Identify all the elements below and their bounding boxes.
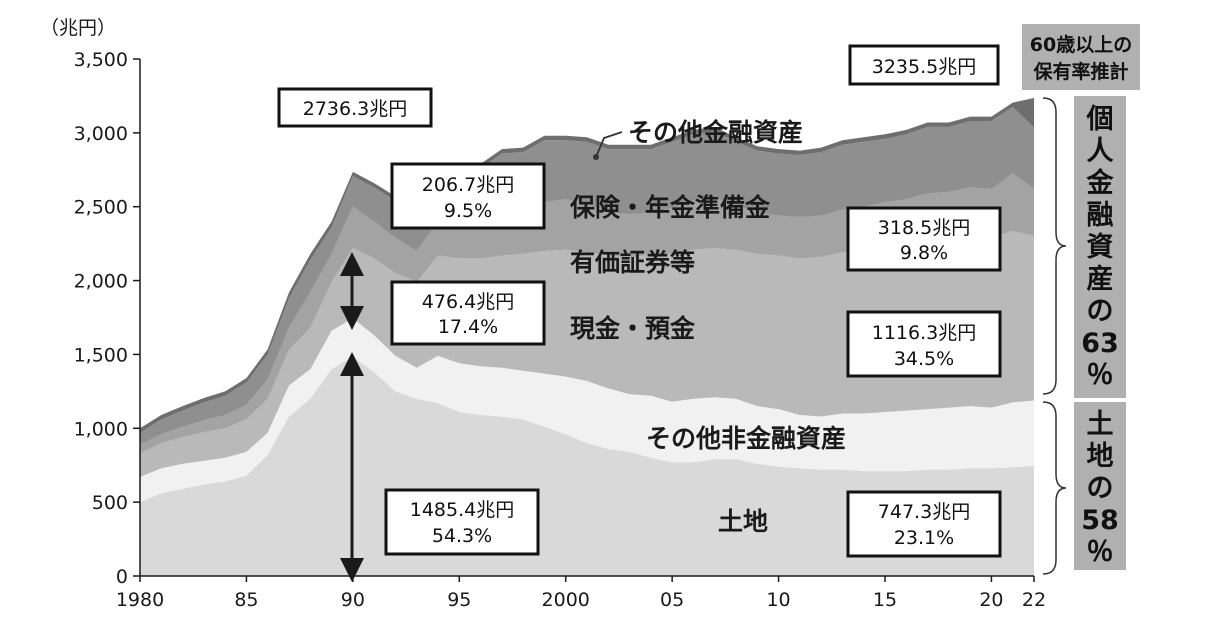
- label-other-financial-leader: [595, 131, 623, 158]
- total-2022-box: 3235.5兆円: [848, 44, 1000, 86]
- y-tick-label: 3,500: [74, 49, 128, 71]
- x-tick-label: 90: [341, 589, 365, 611]
- x-tick-label: 15: [873, 589, 897, 611]
- y-axis-unit: （兆円）: [40, 17, 116, 39]
- label-land: 土地: [718, 507, 768, 536]
- area-series-3: [140, 173, 1034, 454]
- side-char: 63: [1081, 328, 1119, 359]
- side-char: 産: [1087, 263, 1114, 295]
- axes: [133, 58, 1035, 582]
- label-securities: 有価証券等: [570, 248, 695, 277]
- x-tick-label: 05: [660, 589, 684, 611]
- cash-1990-box: 476.4兆円 17.4%: [390, 280, 546, 346]
- label-cash: 現金・預金: [570, 314, 696, 343]
- x-tick-label: 2000: [542, 589, 590, 611]
- ins-2022-amount: 318.5兆円: [878, 217, 970, 239]
- side-char: 個: [1086, 104, 1114, 135]
- y-tick-label: 3,000: [74, 123, 128, 145]
- cash-2022-share: 34.5%: [894, 348, 954, 370]
- side-financial-box: [1074, 96, 1126, 398]
- side-char: 金: [1086, 167, 1115, 199]
- x-tick-label: 85: [234, 589, 258, 611]
- ins-1990-box: 206.7兆円 9.5%: [390, 162, 546, 230]
- side-char: 融: [1087, 200, 1114, 231]
- y-tick-label: 1,000: [74, 418, 128, 440]
- area-series-5: [140, 98, 1034, 433]
- land-2022-box: 747.3兆円 23.1%: [846, 490, 1002, 558]
- side-char: の: [1087, 473, 1114, 504]
- x-tick-label: 10: [766, 589, 790, 611]
- y-tick-label: 2,000: [74, 271, 128, 293]
- land-brace: [1042, 401, 1067, 575]
- side-note-box: [1022, 24, 1140, 90]
- ins-1990-share: 9.5%: [444, 200, 492, 222]
- cash-1990-amount: 476.4兆円: [422, 291, 514, 313]
- label-other-nonfinancial: その他非金融資産: [646, 424, 846, 453]
- ins-1990-amount: 206.7兆円: [422, 174, 514, 196]
- label-insurance: 保険・年金準備金: [569, 193, 771, 222]
- financial-brace: [1042, 97, 1067, 395]
- x-tick-label: 22: [1022, 589, 1046, 611]
- x-tick-label: 1980: [116, 589, 164, 611]
- side-char: 土: [1087, 409, 1114, 440]
- label-other-financial-dot: [593, 154, 599, 160]
- side-char: 人: [1087, 136, 1114, 167]
- y-tick-label: 2,500: [74, 197, 128, 219]
- x-tick-label: 20: [979, 589, 1003, 611]
- land-2022-share: 23.1%: [894, 527, 954, 549]
- side-char: 資: [1087, 232, 1114, 263]
- area-series-4: [140, 107, 1034, 445]
- tick-labels: 0 500 1,000 1,500 2,000 2,500 3,000 3,500 1980 85…: [74, 49, 1047, 611]
- ins-2022-box: 318.5兆円 9.8%: [846, 206, 1002, 272]
- total-1990-box: 2736.3兆円: [277, 87, 433, 128]
- side-char: ％: [1087, 537, 1114, 568]
- side-char: ％: [1087, 360, 1114, 391]
- land-1990-amount: 1485.4兆円: [410, 499, 514, 521]
- side-char: 58: [1081, 505, 1119, 536]
- cash-1990-share: 17.4%: [438, 316, 498, 338]
- x-tick-label: 95: [447, 589, 471, 611]
- y-tick-label: 0: [116, 566, 128, 588]
- land-1990-box: 1485.4兆円 54.3%: [384, 488, 540, 556]
- land-2022-amount: 747.3兆円: [878, 501, 970, 523]
- ins-2022-share: 9.8%: [900, 242, 948, 264]
- y-tick-label: 1,500: [74, 344, 128, 366]
- total-2022-value: 3235.5兆円: [872, 56, 976, 78]
- cash-2022-amount: 1116.3兆円: [872, 322, 976, 344]
- side-char: 地: [1087, 441, 1114, 472]
- side-note-line1: 60歳以上の: [1030, 34, 1132, 56]
- label-other-financial: その他金融資産: [628, 118, 803, 147]
- total-1990-value: 2736.3兆円: [303, 98, 407, 120]
- side-land-box: [1074, 402, 1126, 570]
- y-tick-label: 500: [92, 492, 128, 514]
- cash-2022-box: 1116.3兆円 34.5%: [846, 310, 1002, 378]
- side-char: の: [1087, 296, 1114, 327]
- land-1990-share: 54.3%: [432, 525, 492, 547]
- side-note-line2: 保有率推計: [1032, 60, 1128, 83]
